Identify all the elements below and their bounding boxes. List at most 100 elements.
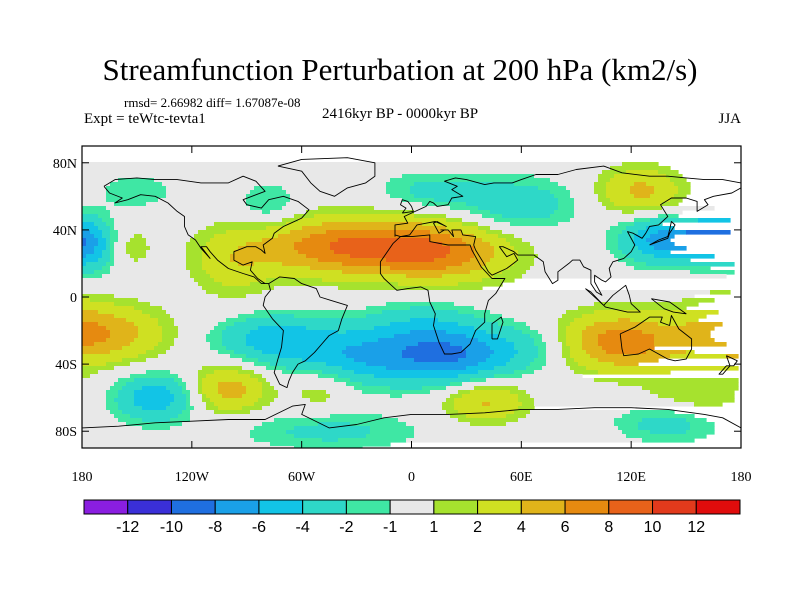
contour-cell	[142, 386, 167, 391]
contour-cell	[342, 262, 463, 267]
contour-cell	[186, 398, 191, 403]
contour-cell	[630, 318, 699, 323]
contour-cell	[82, 390, 107, 395]
contour-cell	[202, 246, 239, 251]
contour-cell	[190, 270, 207, 275]
contour-cell	[254, 438, 323, 443]
contour-cell	[446, 330, 487, 335]
contour-cell	[570, 366, 587, 371]
contour-cell	[618, 242, 635, 247]
contour-cell	[98, 214, 111, 219]
contour-cell	[82, 290, 207, 295]
contour-cell	[690, 422, 715, 427]
contour-cell	[190, 394, 203, 399]
contour-cell	[562, 346, 571, 351]
contour-cell	[110, 214, 295, 219]
contour-cell	[502, 314, 563, 319]
contour-cell	[242, 366, 267, 371]
contour-cell	[186, 242, 207, 247]
contour-cell	[642, 438, 695, 443]
contour-cell	[514, 246, 535, 251]
contour-cell	[98, 322, 135, 327]
contour-cell	[346, 346, 407, 351]
contour-cell	[366, 362, 479, 367]
contour-cell	[326, 398, 447, 403]
contour-cell	[482, 238, 507, 243]
contour-cell	[222, 334, 247, 339]
contour-cell	[510, 222, 559, 227]
contour-cell	[534, 342, 547, 347]
contour-cell	[170, 370, 199, 375]
contour-cell	[102, 218, 115, 223]
contour-cell	[518, 350, 539, 355]
contour-cell	[294, 446, 363, 448]
contour-cell	[90, 230, 103, 235]
contour-cell	[462, 222, 479, 227]
contour-cell	[642, 386, 739, 391]
contour-cell	[382, 310, 459, 315]
contour-cell	[298, 250, 335, 255]
contour-cell	[294, 214, 315, 219]
contour-cell	[186, 246, 203, 251]
contour-cell	[174, 342, 211, 347]
contour-cell	[250, 330, 339, 335]
contour-cell	[218, 406, 243, 411]
contour-cell	[118, 378, 135, 383]
contour-cell	[106, 222, 115, 227]
contour-cell	[114, 246, 127, 251]
contour-cell	[698, 218, 731, 223]
contour-cell	[290, 230, 327, 235]
contour-cell	[302, 226, 447, 231]
contour-cell	[186, 266, 203, 271]
contour-cell	[110, 330, 139, 335]
contour-cell	[574, 206, 607, 211]
contour-cell	[206, 338, 223, 343]
contour-cell	[146, 370, 171, 375]
contour-cell	[414, 430, 623, 435]
contour-cell	[138, 330, 163, 335]
contour-cell	[606, 238, 619, 243]
colorbar-label: -12	[116, 519, 139, 536]
contour-cell	[110, 270, 191, 275]
contour-cell	[98, 238, 107, 243]
contour-cell	[82, 362, 107, 367]
contour-cell	[594, 186, 607, 191]
contour-cell	[658, 394, 735, 399]
contour-cell	[270, 314, 295, 319]
coast-africa	[379, 234, 506, 355]
colorbar-label: -6	[252, 519, 266, 536]
contour-cell	[386, 302, 455, 307]
contour-cell	[562, 342, 567, 347]
contour-cell	[138, 326, 163, 331]
contour-cell	[626, 434, 707, 439]
contour-cell	[246, 294, 695, 299]
contour-cell	[114, 398, 135, 403]
contour-cell	[474, 306, 579, 311]
contour-cell	[118, 390, 135, 395]
contour-cell	[466, 334, 499, 339]
contour-cell	[482, 214, 503, 219]
contour-cell	[154, 346, 171, 351]
contour-cell	[574, 358, 599, 363]
contour-cell	[374, 326, 475, 331]
contour-cell	[210, 330, 223, 335]
colorbar-box	[345, 499, 391, 515]
contour-cell	[622, 162, 659, 167]
contour-cell	[618, 238, 635, 243]
contour-cell	[202, 266, 311, 271]
contour-cell	[202, 386, 219, 391]
contour-cell	[602, 170, 627, 175]
contour-cell	[146, 238, 191, 243]
contour-cell	[586, 326, 715, 331]
contour-cell	[434, 306, 475, 311]
contour-cell	[398, 282, 459, 287]
contour-cell	[282, 206, 319, 211]
contour-cell	[82, 378, 119, 383]
contour-cell	[218, 386, 247, 391]
contour-cell	[634, 218, 651, 223]
contour-cell	[442, 274, 495, 279]
contour-cell	[182, 410, 191, 415]
contour-cell	[178, 330, 211, 335]
contour-cell	[226, 230, 291, 235]
contour-cell	[574, 214, 659, 219]
